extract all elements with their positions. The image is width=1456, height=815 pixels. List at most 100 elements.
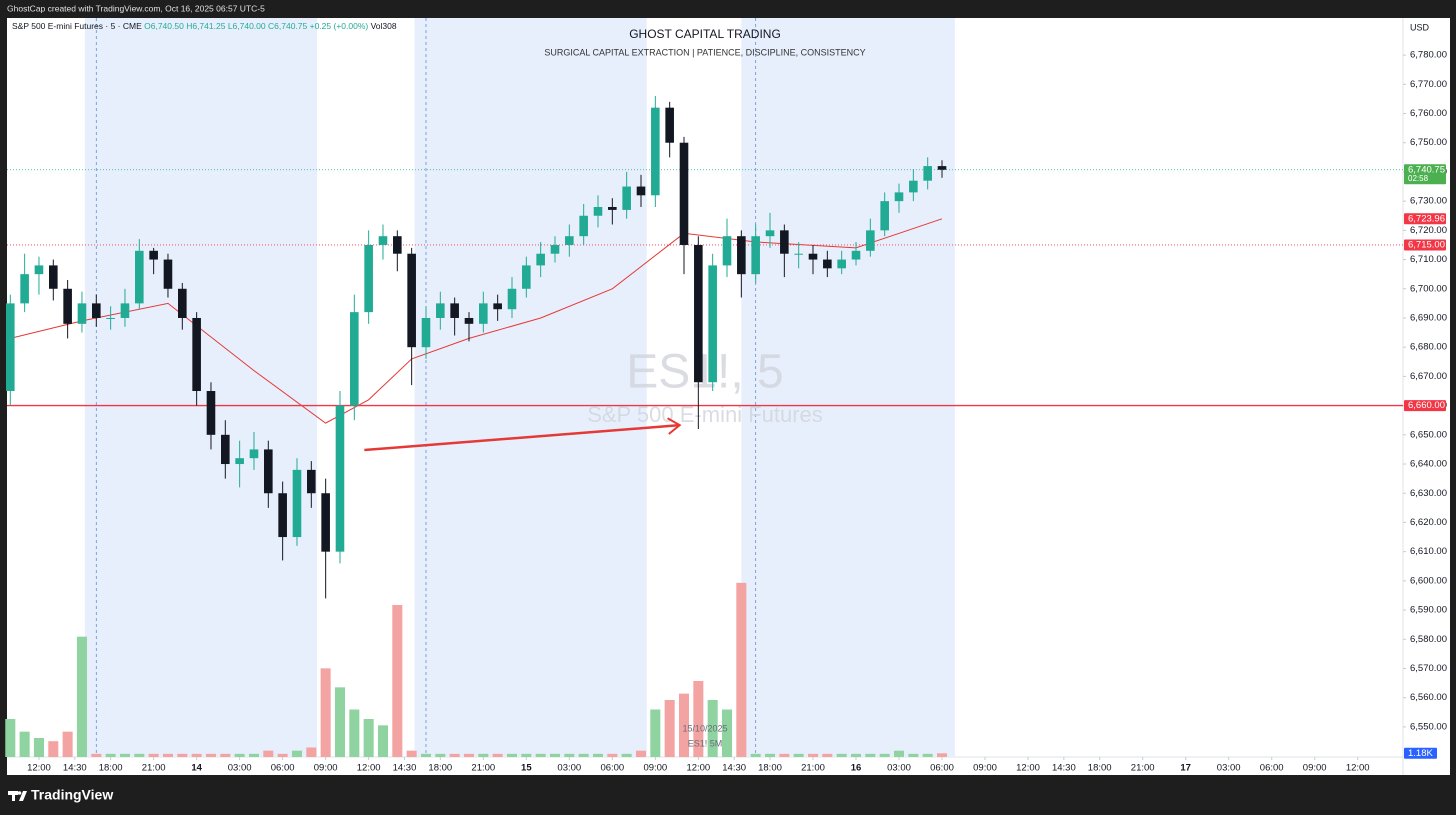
volume-bar — [578, 753, 589, 757]
candle-body — [937, 166, 947, 170]
x-tick-label: 03:00 — [1217, 763, 1241, 774]
volume-bar — [420, 753, 432, 757]
y-tick-label: 6,680.00 — [1410, 342, 1447, 353]
price-tag — [1404, 239, 1446, 251]
x-tick-label: 12:00 — [1016, 763, 1040, 774]
volume-bar — [148, 753, 159, 757]
volume-bar — [764, 753, 776, 757]
volume-bar — [406, 750, 417, 757]
y-tick-label: 6,640.00 — [1410, 459, 1447, 470]
volume-bar — [105, 753, 116, 757]
volume-bar — [736, 582, 747, 757]
volume-bar — [263, 750, 274, 757]
volume-bar — [693, 681, 704, 757]
candle-body — [636, 186, 646, 196]
candle-body — [393, 236, 402, 254]
legend-symbol: S&P 500 E-mini Futures · 5 · CME — [12, 21, 142, 31]
volume-bar — [306, 747, 317, 757]
logo-dot — [17, 791, 22, 795]
volume-bar — [162, 753, 173, 757]
price-tag-label: 6,740.75 — [1408, 164, 1445, 175]
volume-bar — [822, 753, 833, 757]
currency: USD — [1410, 22, 1430, 32]
x-tick-label: 12:00 — [357, 763, 381, 774]
volume-bar — [607, 753, 618, 757]
x-tick-label: 14:30 — [722, 763, 746, 774]
arrow-line — [364, 423, 680, 452]
x-tick-label: 14:30 — [1052, 763, 1076, 774]
plot: ES1!, 5S&P 500 E-mini Futures15/10/2025E… — [5, 18, 1447, 774]
price-tag — [1404, 400, 1446, 412]
y-tick-label: 6,550.00 — [1410, 721, 1447, 732]
volume-bar — [922, 753, 933, 757]
candle-body — [278, 493, 287, 538]
candle-body — [34, 265, 44, 275]
x-tick-label: 18:00 — [1088, 763, 1112, 774]
candle-body — [507, 288, 517, 310]
price-tag — [1404, 213, 1446, 225]
footer-logo — [8, 791, 27, 801]
volume-bar — [621, 753, 632, 757]
volume-bar — [592, 753, 604, 757]
x-tick-label: 03:00 — [887, 763, 911, 774]
candle-body — [106, 317, 115, 319]
y-tick-label: 6,770.00 — [1410, 79, 1447, 90]
y-tick-label: 6,570.00 — [1410, 663, 1447, 674]
candle-body — [794, 253, 803, 255]
x-tick-label: 18:00 — [99, 763, 123, 774]
volume-bar — [435, 753, 446, 757]
chart-subtitle: SURGICAL CAPITAL EXTRACTION | PATIENCE, … — [544, 47, 865, 57]
volume-bar — [119, 753, 130, 757]
candle-body — [851, 250, 861, 260]
candle-body — [694, 244, 703, 383]
volume-bar — [463, 753, 475, 757]
logo-slash — [19, 791, 27, 801]
volume-bar — [836, 753, 847, 757]
candle-body — [679, 142, 689, 245]
volume-bar — [879, 753, 890, 757]
candle-body — [149, 250, 158, 260]
arrow-head — [667, 417, 682, 435]
volume-bar — [793, 753, 804, 757]
volume-bar — [449, 753, 460, 757]
volume-bar — [334, 687, 345, 757]
x-tick-label: 18:00 — [758, 763, 782, 774]
candle-body — [536, 253, 545, 266]
volume-bar — [664, 700, 675, 757]
volume-bar — [721, 709, 733, 757]
candle-body — [264, 449, 273, 494]
candle-body — [77, 303, 87, 324]
candle-body — [522, 265, 531, 289]
y-tick-label: 6,730.00 — [1410, 196, 1447, 207]
x-tick-label: 12:00 — [27, 763, 51, 774]
y-tick-label: 6,750.00 — [1410, 137, 1447, 148]
candle-body — [651, 107, 660, 196]
candle-body — [5, 303, 15, 392]
x-tick-label: 06:00 — [1260, 763, 1284, 774]
candle-body — [608, 206, 617, 210]
volume-bar — [807, 753, 819, 757]
legend-volume: Vol308 — [371, 21, 397, 31]
volume-bar — [320, 668, 331, 757]
y-tick-label: 6,650.00 — [1410, 429, 1447, 440]
y-tick-label: 6,610.00 — [1410, 546, 1447, 557]
candle-body — [593, 206, 603, 216]
x-tick-label: 12:00 — [1346, 763, 1370, 774]
candle-body — [493, 303, 502, 310]
candle-body — [163, 259, 173, 289]
candle-body — [221, 434, 230, 465]
candle-body — [450, 303, 459, 318]
candle-body — [622, 186, 631, 210]
candle-body — [565, 236, 574, 245]
volume-bar — [779, 753, 790, 757]
y-tick-label: 6,580.00 — [1410, 634, 1447, 645]
volume-bar — [865, 753, 876, 757]
volume-bar — [177, 753, 188, 757]
x-tick-label: 14:30 — [393, 763, 417, 774]
candle-body — [321, 493, 330, 552]
x-tick-label: 09:00 — [1303, 763, 1327, 774]
candle-body — [335, 405, 345, 552]
x-tick-label: 21:00 — [471, 763, 495, 774]
legend-ohlc: O6,740.50 — [144, 21, 184, 31]
candle-body — [894, 192, 904, 202]
